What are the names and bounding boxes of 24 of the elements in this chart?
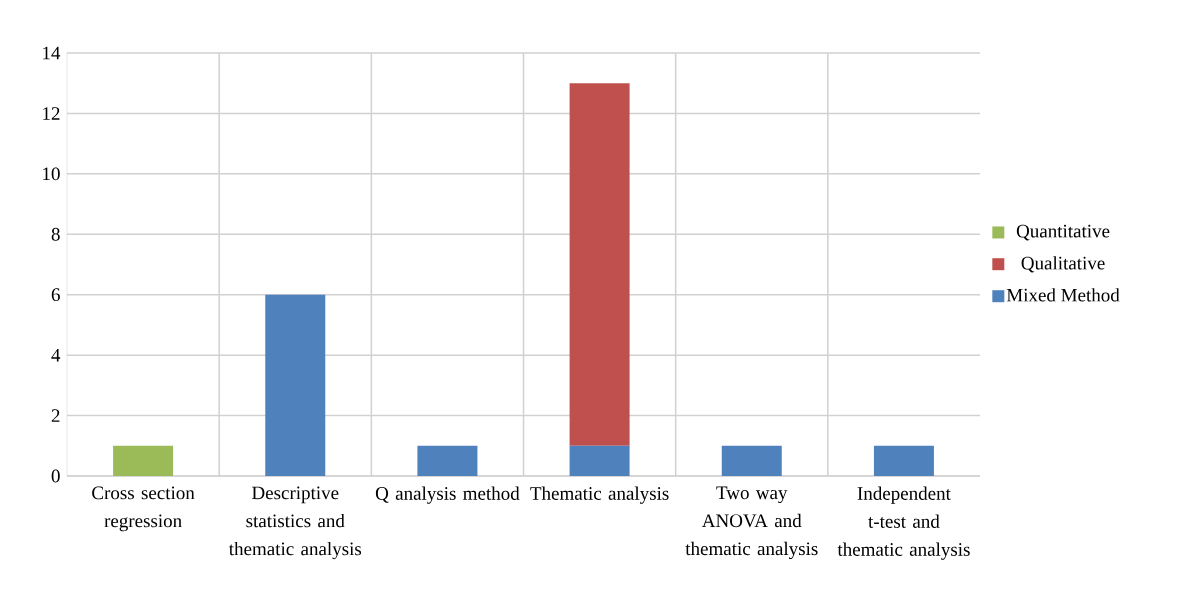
bar	[569, 83, 630, 446]
y-tick-label: 12	[43, 107, 60, 120]
x-tick-label: Descriptive statistics and thematic analysis	[228, 486, 362, 560]
y-tick-label: 4	[51, 348, 61, 362]
legend-label: Qualitative	[1021, 256, 1105, 273]
y-tick-label: 0	[51, 469, 60, 483]
x-tick-label: Cross section regression	[92, 486, 195, 532]
legend-label: Quantitative	[1016, 224, 1110, 241]
x-tick-label: Two way ANOVA and thematic analysis	[685, 486, 818, 560]
y-tick-label: 6	[51, 288, 60, 302]
bar	[417, 445, 478, 476]
y-tick-label: 10	[43, 167, 60, 181]
bar	[873, 445, 934, 476]
bar	[721, 445, 782, 476]
legend-label: Mixed Method	[1006, 288, 1120, 302]
y-tick-label: 8	[51, 227, 60, 241]
x-tick-label: Q analysis method	[375, 486, 520, 504]
x-tick-label: Independent t-test and thematic analysis	[837, 486, 970, 560]
x-tick-label: Thematic analysis	[530, 486, 669, 504]
bar	[265, 294, 326, 476]
y-tick-label: 2	[51, 409, 60, 422]
bar	[113, 445, 174, 476]
bar	[569, 445, 630, 476]
y-tick-label: 14	[43, 46, 61, 60]
